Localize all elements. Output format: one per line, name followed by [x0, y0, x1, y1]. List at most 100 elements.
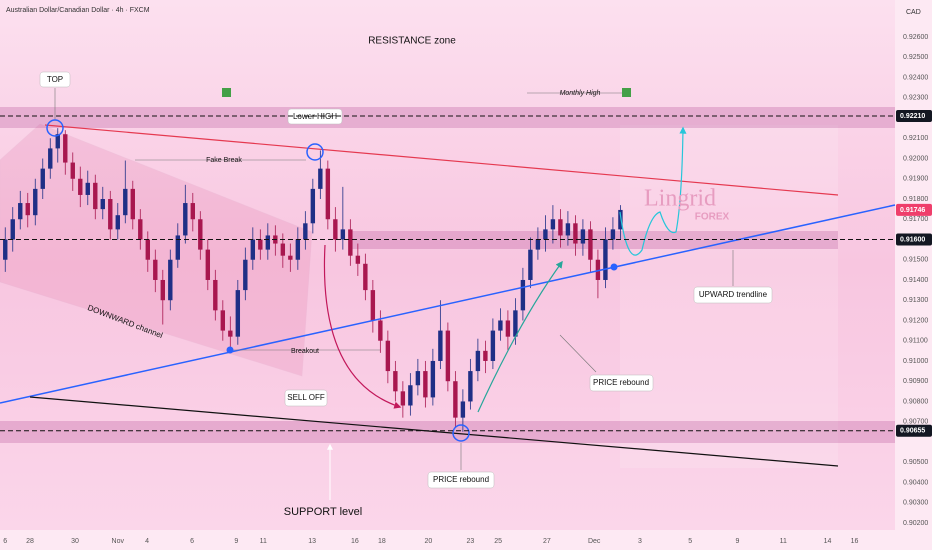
candle-body [378, 320, 383, 341]
candle-body [393, 371, 398, 392]
y-tick-label: 0.91100 [903, 338, 928, 345]
x-tick-label: 3 [638, 538, 642, 545]
x-tick-label: 4 [145, 538, 149, 545]
check-icon [622, 88, 631, 97]
support-zone [0, 421, 895, 443]
upward-trendline [0, 204, 896, 404]
candle-body [430, 360, 436, 398]
candle-body [190, 203, 196, 220]
candle-body [558, 219, 563, 236]
candle-body [48, 148, 53, 169]
resistance-trendline [44, 124, 839, 196]
x-tick-label: 30 [71, 538, 79, 545]
candle-body [160, 279, 165, 301]
candle-body [258, 239, 263, 250]
candle-body [228, 330, 233, 337]
candle-body [100, 199, 105, 210]
breakout-dot [226, 346, 234, 354]
x-tick-label: 16 [351, 538, 359, 545]
candle-body [445, 330, 451, 382]
candle-body [123, 188, 128, 216]
annotation: SUPPORT level [284, 506, 362, 518]
candle-body [213, 279, 218, 311]
candle-body [250, 239, 256, 260]
y-tick-label: 0.92500 [903, 54, 928, 61]
candle-body [595, 259, 601, 280]
x-tick-label: 16 [851, 538, 859, 545]
candle-body [363, 263, 368, 291]
price-axis [895, 0, 932, 550]
x-tick-label: 14 [824, 538, 832, 545]
candle-body [348, 229, 353, 256]
lower-high-marker [306, 143, 324, 161]
x-tick-label: 25 [494, 538, 502, 545]
annotation: PRICE rebound [433, 475, 489, 484]
x-tick-label: Nov [112, 538, 125, 545]
bottom-marker [452, 424, 470, 442]
candle-body [85, 182, 90, 195]
candle-body [468, 371, 473, 402]
last-price-label: 0.91746 [900, 207, 925, 214]
candle-body [408, 385, 413, 406]
candle-body [550, 219, 556, 230]
candle-body [40, 168, 45, 189]
y-tick-label: 0.91500 [903, 257, 928, 264]
annotation: TOP [47, 75, 63, 84]
candle-body [528, 249, 533, 280]
time-axis [0, 530, 895, 550]
candle-body [475, 350, 481, 372]
annotation: UPWARD trendline [699, 290, 768, 299]
y-tick-label: 0.91300 [903, 297, 928, 304]
candle-body [543, 229, 548, 240]
x-tick-label: 5 [688, 538, 692, 545]
x-tick-label: 9 [234, 538, 238, 545]
x-tick-label: 27 [543, 538, 551, 545]
candle-body [573, 223, 578, 244]
candle-body [490, 330, 496, 361]
price-tag [896, 233, 932, 246]
y-tick-label: 0.92300 [903, 95, 928, 102]
candle-body [603, 239, 608, 280]
candle-body [400, 391, 406, 406]
candle-body [588, 229, 593, 260]
last-price-tag [896, 203, 932, 216]
y-tick-label: 0.92400 [903, 74, 928, 81]
candle-body [55, 134, 60, 149]
candle-body [93, 182, 98, 210]
downward-channel [0, 123, 313, 377]
x-tick-label: 6 [3, 538, 7, 545]
y-tick-label: 0.90200 [903, 520, 928, 527]
watermark: Lingrid [644, 186, 716, 212]
candle-body [498, 320, 503, 331]
price-tag-label: 0.91600 [900, 236, 925, 243]
candle-body [318, 168, 323, 189]
candle-body [310, 188, 316, 224]
candle-body [220, 310, 226, 331]
candle-body [243, 259, 248, 291]
label-box [284, 389, 328, 407]
candle-body [423, 371, 428, 398]
x-tick-label: 9 [736, 538, 740, 545]
annotation: Lower HIGH [293, 112, 337, 121]
candle-body [70, 162, 75, 179]
annotation: PRICE rebound [593, 378, 649, 387]
candle-body [610, 229, 616, 240]
candle-body [265, 235, 271, 250]
price-tag [896, 110, 932, 123]
candle-body [18, 203, 23, 220]
x-tick-label: Dec [588, 538, 601, 545]
annotation: Breakout [291, 348, 319, 355]
y-tick-label: 0.91000 [903, 358, 928, 365]
candle-body [183, 203, 188, 236]
candle-body [235, 290, 241, 337]
label-box [427, 471, 495, 489]
check-icon [222, 88, 231, 97]
top-marker [46, 119, 64, 137]
price-tag-label: 0.90655 [900, 428, 925, 435]
candle-body [325, 168, 331, 220]
candle-body [385, 340, 391, 372]
candle-body [483, 350, 488, 361]
rebound-arrow [477, 260, 563, 413]
y-tick-label: 0.90300 [903, 500, 928, 507]
